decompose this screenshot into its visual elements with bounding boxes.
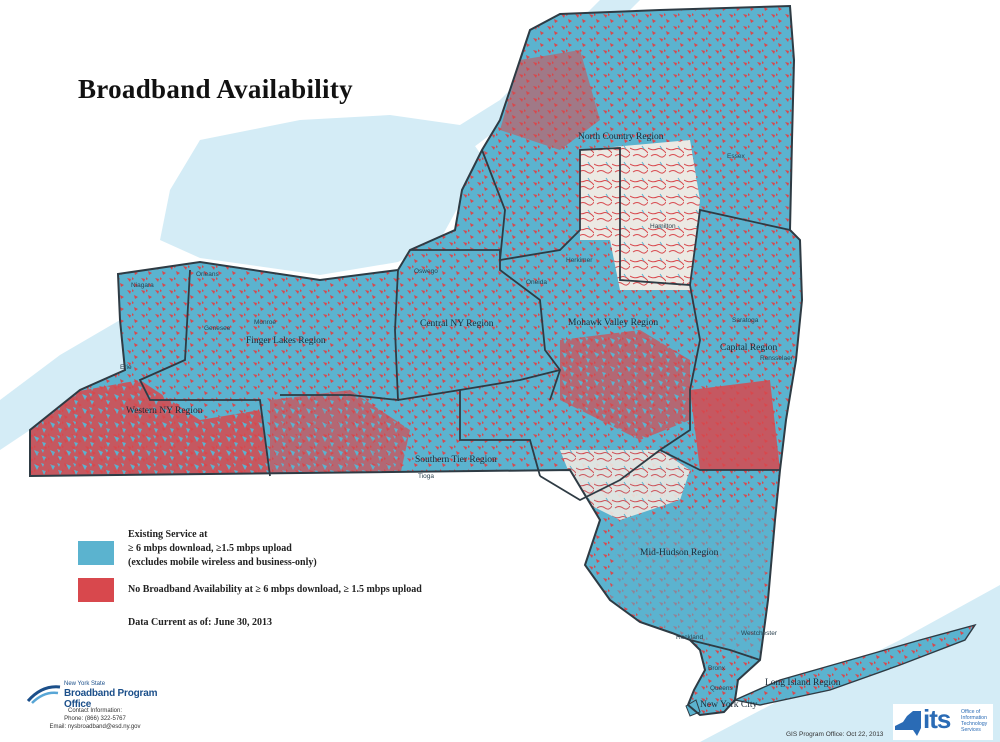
boundary-western-finger bbox=[138, 269, 271, 477]
lake-erie bbox=[0, 320, 125, 450]
boundary-mohawk-capital bbox=[659, 284, 701, 451]
gis-credit: GIS Program Office: Oct 22, 2013 bbox=[786, 731, 884, 738]
county-label: Orleans bbox=[196, 271, 220, 278]
county-label: Hamilton bbox=[650, 223, 676, 230]
county-label: Saratoga bbox=[732, 317, 759, 324]
legend-swatch-none bbox=[78, 578, 114, 602]
boundary-mid-hudson bbox=[539, 449, 661, 502]
atlantic-ocean bbox=[700, 585, 1000, 742]
county-label: Rockland bbox=[676, 634, 703, 641]
county-label: Rensselaer bbox=[760, 355, 794, 362]
county-label: Essex bbox=[727, 153, 745, 160]
legend-existing-line2: ≥ 6 mbps download, ≥1.5 mbps upload bbox=[128, 543, 292, 554]
boundary-capital-hudson bbox=[659, 449, 780, 471]
county-label: Tioga bbox=[418, 473, 434, 480]
region-boundaries bbox=[138, 147, 791, 661]
region-label-north-country: North Country Region bbox=[578, 132, 664, 142]
county-label: Genesee bbox=[204, 325, 231, 332]
bpo-big-text: Broadband Program Office bbox=[64, 688, 158, 710]
bpo-small-text: New York State bbox=[64, 681, 106, 687]
county-label: Oswego bbox=[414, 268, 438, 275]
ny-state-icon bbox=[895, 711, 921, 736]
legend-existing-line3: (excludes mobile wireless and business-o… bbox=[128, 557, 317, 568]
county-label: Herkimer bbox=[566, 257, 593, 264]
region-label-capital: Capital Region bbox=[720, 343, 778, 353]
state-outline bbox=[29, 4, 804, 717]
long-island-shape bbox=[732, 623, 977, 706]
boundary-mid-hudson-nyc bbox=[689, 639, 761, 661]
legend-swatch-existing bbox=[78, 541, 114, 565]
county-labels: Essex Hamilton Herkimer Oswego Oneida Ni… bbox=[120, 153, 794, 692]
map-title: Broadband Availability bbox=[78, 74, 353, 104]
boundary-southern-tier bbox=[397, 369, 561, 477]
legend-existing-line1: Existing Service at bbox=[128, 529, 208, 540]
its-logo-text: its bbox=[923, 704, 951, 734]
boundary-north-country bbox=[481, 147, 791, 286]
region-label-mohawk-valley: Mohawk Valley Region bbox=[568, 318, 658, 328]
county-label: Westchester bbox=[741, 630, 778, 637]
region-label-southern-tier: Southern Tier Region bbox=[415, 455, 497, 465]
county-label: Monroe bbox=[254, 319, 276, 326]
county-label: Queens bbox=[710, 685, 734, 692]
bpo-logo: New York State Broadband Program Office bbox=[26, 681, 166, 710]
county-label: Erie bbox=[120, 364, 132, 371]
region-label-western-ny: Western NY Region bbox=[126, 406, 203, 416]
contact-line2: Phone: (866) 322-5767 bbox=[64, 716, 126, 722]
region-label-finger-lakes: Finger Lakes Region bbox=[246, 336, 326, 346]
county-label: Oneida bbox=[526, 279, 547, 286]
legend-none-label: No Broadband Availability at ≥ 6 mbps do… bbox=[128, 584, 422, 595]
region-label-mid-hudson: Mid-Hudson Region bbox=[640, 548, 719, 558]
county-label: Niagara bbox=[131, 282, 154, 289]
lake-ontario bbox=[160, 115, 485, 275]
region-label-central-ny: Central NY Region bbox=[420, 319, 494, 329]
region-label-long-island: Long Island Region bbox=[765, 678, 841, 688]
contact-line1: Contact Information: bbox=[67, 708, 123, 714]
data-current-date: Data Current as of: June 30, 2013 bbox=[128, 617, 272, 628]
contact-info: Contact Information: Phone: (866) 322-57… bbox=[40, 707, 150, 731]
contact-line3: Email: nysbroadband@esd.ny.gov bbox=[49, 724, 141, 730]
bpo-swoosh-icon bbox=[26, 685, 61, 704]
its-subtitle: Office of Information Technology Service… bbox=[961, 709, 988, 733]
its-logo: its Office of Information Technology Ser… bbox=[893, 704, 993, 740]
region-label-nyc: New York City bbox=[700, 700, 758, 710]
county-label: Bronx bbox=[708, 665, 726, 672]
region-labels: North Country Region Mohawk Valley Regio… bbox=[126, 132, 841, 710]
